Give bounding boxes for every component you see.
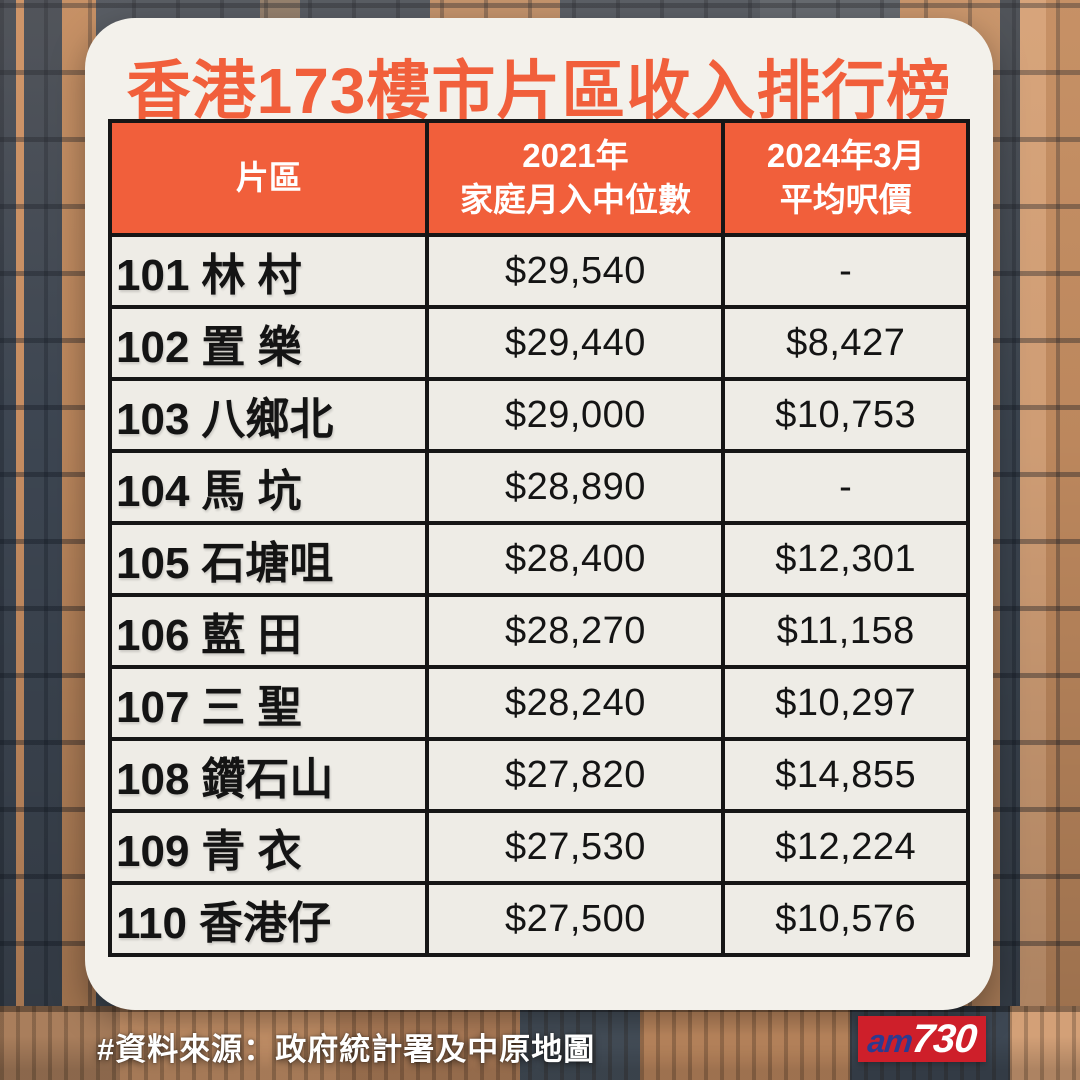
district-code: 101 — [116, 251, 190, 300]
district-cell: 105 石塘咀 — [107, 521, 430, 597]
table-row: 103 八鄉北 $29,000 $10,753 — [107, 377, 970, 453]
district-name: 藍 田 — [201, 611, 302, 660]
district-code: 108 — [116, 755, 190, 804]
income-cell: $28,240 — [425, 665, 726, 741]
district-cell: 108 鑽石山 — [107, 737, 430, 813]
district-name: 林 村 — [201, 251, 302, 300]
district-name: 八鄉北 — [201, 395, 334, 444]
header-income: 2021年 家庭月入中位數 — [425, 119, 726, 237]
district-name: 馬 坑 — [201, 467, 302, 516]
district-name: 鑽石山 — [201, 755, 334, 804]
district-cell: 103 八鄉北 — [107, 377, 430, 453]
income-cell: $27,820 — [425, 737, 726, 813]
price-cell: - — [721, 233, 970, 309]
header-income-line2: 家庭月入中位數 — [459, 181, 691, 218]
district-code: 107 — [116, 683, 190, 732]
table-row: 104 馬 坑 $28,890 - — [107, 449, 970, 525]
district-cell: 104 馬 坑 — [107, 449, 430, 525]
header-price: 2024年3月 平均呎價 — [721, 119, 970, 237]
price-cell: - — [721, 449, 970, 525]
logo-am-text: am — [865, 1023, 914, 1059]
district-code: 109 — [116, 827, 190, 876]
district-code: 103 — [116, 395, 190, 444]
income-cell: $28,890 — [425, 449, 726, 525]
am730-logo: am 730 — [858, 1016, 986, 1062]
price-cell: $8,427 — [721, 305, 970, 381]
district-code: 104 — [116, 467, 190, 516]
price-cell: $11,158 — [721, 593, 970, 669]
district-cell: 107 三 聖 — [107, 665, 430, 741]
district-code: 106 — [116, 611, 190, 660]
table-row: 108 鑽石山 $27,820 $14,855 — [107, 737, 970, 813]
district-name: 青 衣 — [201, 827, 302, 876]
header-price-line1: 2024年3月 — [766, 136, 925, 174]
district-cell: 110 香港仔 — [107, 881, 430, 957]
table-header-row: 片區 2021年 家庭月入中位數 2024年3月 平均呎價 — [107, 119, 970, 237]
content-card: 香港173樓市片區收入排行榜 片區 2021年 家庭月入中位數 2024年3月 … — [85, 18, 993, 1010]
income-cell: $27,500 — [425, 881, 726, 957]
header-price-line2: 平均呎價 — [779, 181, 912, 218]
am730-logo-text: am 730 — [865, 1017, 979, 1061]
district-cell: 106 藍 田 — [107, 593, 430, 669]
table-row: 109 青 衣 $27,530 $12,224 — [107, 809, 970, 885]
district-cell: 102 置 樂 — [107, 305, 430, 381]
income-cell: $28,270 — [425, 593, 726, 669]
district-cell: 101 林 村 — [107, 233, 430, 309]
ranking-table: 片區 2021年 家庭月入中位數 2024年3月 平均呎價 101 林 村 $29… — [107, 119, 970, 957]
table-row: 101 林 村 $29,540 - — [107, 233, 970, 309]
price-cell: $12,301 — [721, 521, 970, 597]
header-district-label: 片區 — [235, 158, 302, 196]
district-name: 香港仔 — [198, 899, 331, 948]
price-cell: $10,753 — [721, 377, 970, 453]
header-district: 片區 — [107, 119, 430, 237]
price-cell: $12,224 — [721, 809, 970, 885]
income-cell: $29,440 — [425, 305, 726, 381]
price-cell: $14,855 — [721, 737, 970, 813]
page-title: 香港173樓市片區收入排行榜 — [126, 55, 952, 127]
table-row: 105 石塘咀 $28,400 $12,301 — [107, 521, 970, 597]
logo-730-text: 730 — [909, 1017, 979, 1061]
district-name: 置 樂 — [201, 323, 302, 372]
district-code: 105 — [116, 539, 190, 588]
income-cell: $29,540 — [425, 233, 726, 309]
table-row: 102 置 樂 $29,440 $8,427 — [107, 305, 970, 381]
income-cell: $29,000 — [425, 377, 726, 453]
district-name: 三 聖 — [201, 683, 302, 732]
district-code: 102 — [116, 323, 190, 372]
price-cell: $10,576 — [721, 881, 970, 957]
header-income-line1: 2021年 — [522, 136, 629, 174]
income-cell: $27,530 — [425, 809, 726, 885]
district-name: 石塘咀 — [201, 539, 334, 588]
income-cell: $28,400 — [425, 521, 726, 597]
district-cell: 109 青 衣 — [107, 809, 430, 885]
source-note: #資料來源：政府統計署及中原地圖 — [97, 1032, 596, 1067]
table-row: 107 三 聖 $28,240 $10,297 — [107, 665, 970, 741]
price-cell: $10,297 — [721, 665, 970, 741]
table-row: 110 香港仔 $27,500 $10,576 — [107, 881, 970, 957]
district-code: 110 — [116, 899, 187, 948]
table-body: 101 林 村 $29,540 - 102 置 樂 $29,440 $8,427 1… — [107, 233, 970, 957]
table-row: 106 藍 田 $28,270 $11,158 — [107, 593, 970, 669]
